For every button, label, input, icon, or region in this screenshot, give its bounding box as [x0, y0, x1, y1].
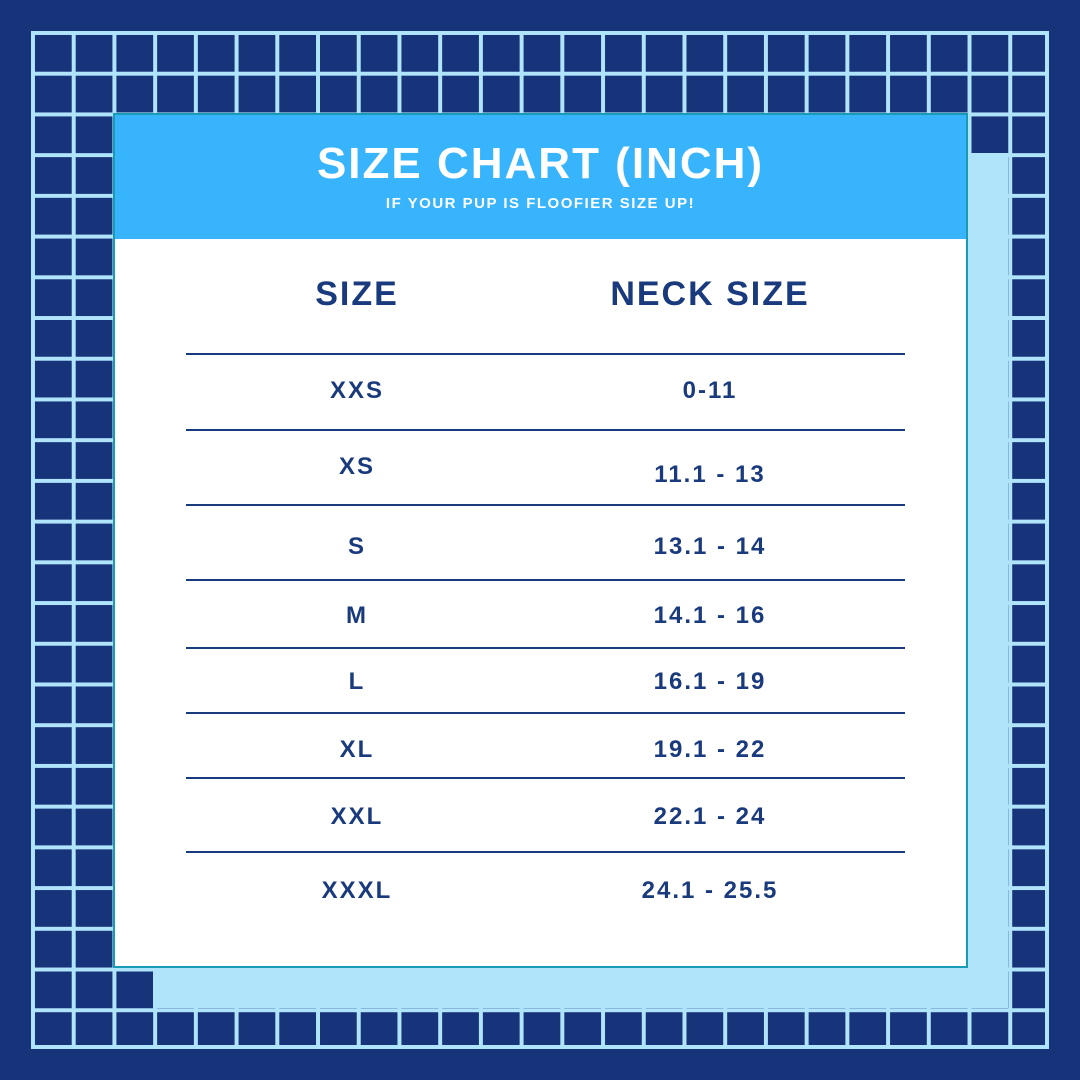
size-cell: S [347, 533, 367, 560]
size-cell: XXL [330, 803, 384, 830]
neck-size-cell: 16.1 - 19 [653, 668, 767, 695]
row-divider [186, 429, 905, 431]
neck-size-cell: 11.1 - 13 [654, 461, 766, 488]
column-header-size: SIZE [315, 275, 399, 313]
card-header: SIZE CHART (INCH) IF YOUR PUP IS FLOOFIE… [115, 115, 966, 239]
neck-size-cell: 0-11 [682, 377, 738, 404]
neck-size-cell: 14.1 - 16 [653, 602, 767, 629]
size-chart-card: SIZE CHART (INCH) IF YOUR PUP IS FLOOFIE… [113, 113, 968, 968]
size-cell: XXXL [321, 877, 393, 904]
neck-size-cell: 19.1 - 22 [653, 736, 767, 763]
row-divider [186, 647, 905, 649]
row-divider [186, 851, 905, 853]
row-divider [186, 504, 905, 506]
neck-size-cell: 13.1 - 14 [653, 533, 767, 560]
row-divider [186, 579, 905, 581]
size-cell: L [348, 668, 366, 695]
chart-subtitle: IF YOUR PUP IS FLOOFIER SIZE UP! [385, 195, 696, 212]
size-cell: M [346, 602, 368, 629]
row-divider [186, 777, 905, 779]
neck-size-cell: 24.1 - 25.5 [641, 877, 779, 904]
size-cell: XL [339, 736, 375, 763]
row-divider [186, 712, 905, 714]
size-cell: XS [338, 453, 376, 480]
neck-size-cell: 22.1 - 24 [653, 803, 767, 830]
row-divider [186, 353, 905, 355]
chart-title: SIZE CHART (INCH) [316, 139, 765, 188]
size-cell: XXS [329, 377, 385, 404]
column-header-neck-size: NECK SIZE [610, 275, 810, 313]
